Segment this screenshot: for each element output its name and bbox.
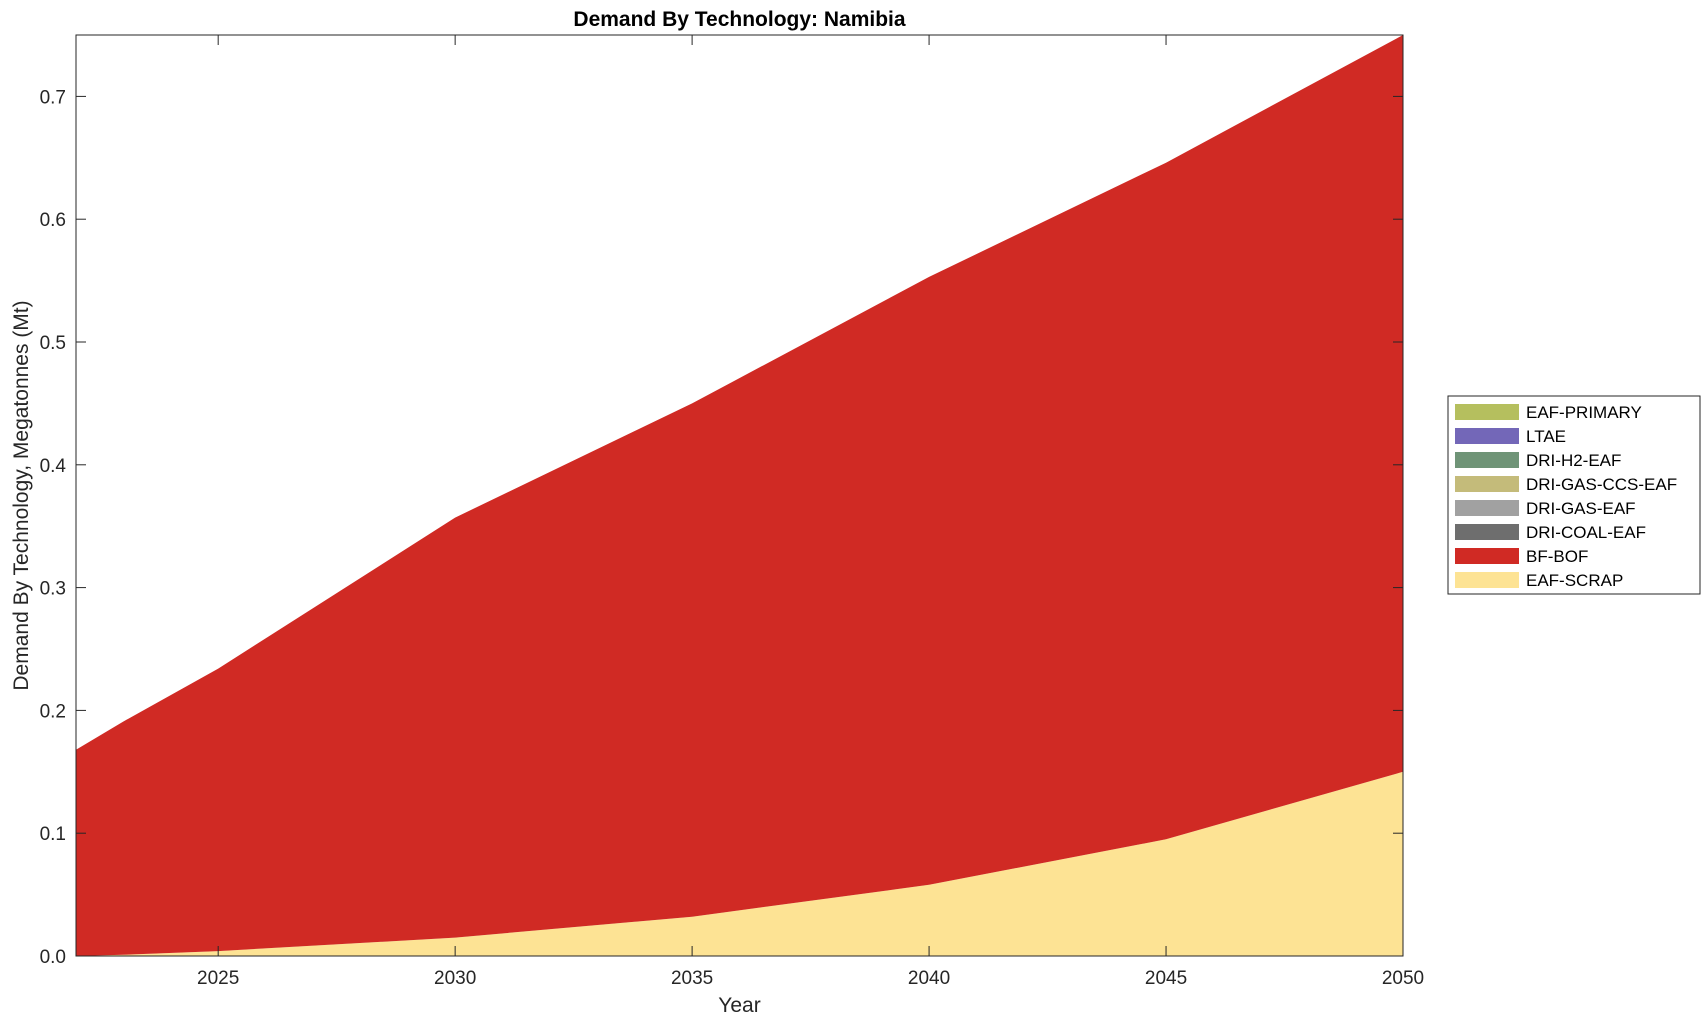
y-tick-label: 0.0 bbox=[40, 947, 66, 968]
legend-swatch bbox=[1455, 548, 1519, 564]
legend-label: EAF-PRIMARY bbox=[1526, 403, 1642, 422]
x-tick-label: 2045 bbox=[1145, 968, 1187, 989]
legend-label: DRI-COAL-EAF bbox=[1526, 523, 1646, 542]
y-tick-label: 0.3 bbox=[40, 579, 66, 600]
legend-swatch bbox=[1455, 476, 1519, 492]
legend-swatch bbox=[1455, 500, 1519, 516]
legend-label: BF-BOF bbox=[1526, 547, 1588, 566]
chart-title: Demand By Technology: Namibia bbox=[573, 8, 905, 31]
x-tick-label: 2050 bbox=[1382, 968, 1424, 989]
y-tick-label: 0.6 bbox=[40, 210, 66, 231]
y-tick-label: 0.2 bbox=[40, 701, 66, 722]
legend-swatch bbox=[1455, 524, 1519, 540]
y-tick-label: 0.4 bbox=[40, 456, 67, 477]
x-tick-label: 2040 bbox=[908, 968, 950, 989]
legend-label: LTAE bbox=[1526, 427, 1566, 446]
y-tick-label: 0.7 bbox=[40, 87, 66, 108]
legend-label: DRI-H2-EAF bbox=[1526, 451, 1621, 470]
x-tick-label: 2030 bbox=[434, 968, 476, 989]
legend-swatch bbox=[1455, 452, 1519, 468]
stacked-areas bbox=[76, 35, 1403, 956]
area-eaf-scrap bbox=[76, 771, 1403, 956]
legend-label: DRI-GAS-EAF bbox=[1526, 499, 1636, 518]
x-axis-title: Year bbox=[718, 994, 760, 1017]
y-axis-title: Demand By Technology, Megatonnes (Mt) bbox=[10, 300, 33, 690]
area-bf-bof bbox=[76, 35, 1403, 956]
legend-label: EAF-SCRAP bbox=[1526, 571, 1623, 590]
y-tick-label: 0.5 bbox=[40, 333, 66, 354]
legend-swatch bbox=[1455, 428, 1519, 444]
x-tick-label: 2025 bbox=[197, 968, 239, 989]
axis-ticks: 2025 2030 2035 2040 2045 2050 0.0 0.1 0.2 0.3 0.4 0… bbox=[40, 35, 1424, 989]
y-tick-label: 0.1 bbox=[40, 824, 66, 845]
legend-label: DRI-GAS-CCS-EAF bbox=[1526, 475, 1677, 494]
plot-frame bbox=[75, 34, 1404, 957]
legend: EAF-PRIMARY LTAE DRI-H2-EAF DRI-GAS-CCS-EAF… bbox=[1447, 395, 1701, 595]
legend-swatch bbox=[1455, 572, 1519, 588]
legend-swatch bbox=[1455, 404, 1519, 420]
x-tick-label: 2035 bbox=[671, 968, 713, 989]
